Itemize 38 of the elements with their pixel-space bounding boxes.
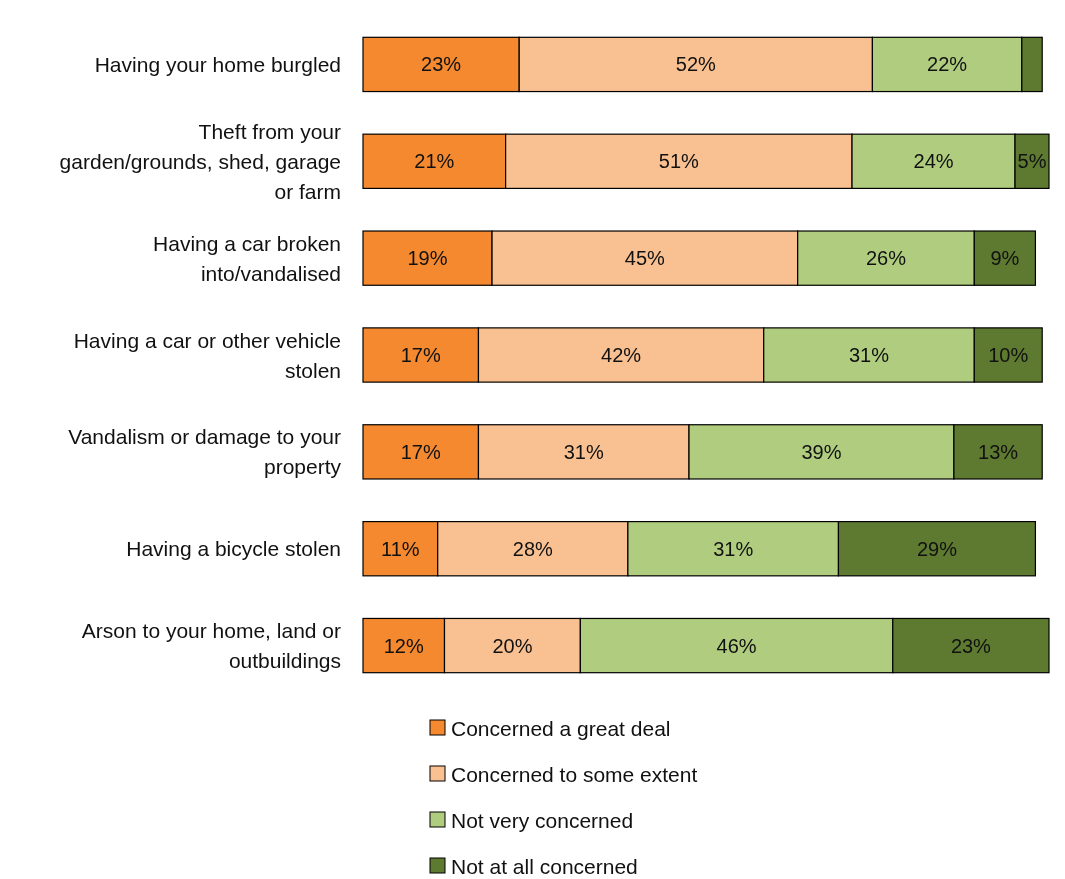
data-label: 22% [927, 53, 968, 76]
data-label: 31% [713, 537, 754, 560]
data-label: 29% [916, 537, 958, 560]
data-label: 26% [865, 247, 907, 270]
data-label: 17% [400, 440, 441, 463]
data-label: 21% [414, 150, 455, 173]
data-label: 10% [988, 344, 1029, 366]
y-tick-label: Theft from your garden/grounds, shed, garage or farm [59, 119, 341, 203]
data-label: 20% [492, 634, 533, 657]
legend-label: Not at all concerned [451, 854, 638, 878]
data-label: 31% [563, 440, 604, 463]
y-tick-label: Having a bicycle stolen [126, 537, 341, 561]
data-label: 31% [848, 344, 890, 366]
data-label: 24% [913, 150, 954, 173]
data-label: 23% [421, 53, 462, 76]
data-label: 23% [950, 634, 992, 657]
data-label: 17% [400, 344, 441, 366]
data-label: 28% [512, 537, 554, 560]
data-label: 42% [601, 344, 642, 366]
data-label: 19% [407, 247, 448, 270]
data-label: 51% [658, 150, 700, 173]
data-label: 12% [383, 634, 424, 657]
y-tick-label: Arson to your home, land or outbuildings [81, 619, 341, 673]
data-label: 13% [978, 440, 1019, 463]
data-label: 5% [1017, 150, 1047, 173]
legend-label: Not very concerned [451, 808, 634, 832]
data-label: 45% [624, 247, 666, 270]
data-label: 11% [381, 537, 420, 560]
data-label: 52% [675, 53, 717, 76]
y-tick-label: Having your home burgled [94, 52, 341, 76]
y-tick-label: Having a car broken into/vandalised [153, 231, 341, 285]
data-label: 39% [801, 440, 842, 463]
y-tick-label: Vandalism or damage to your property [68, 425, 342, 479]
legend-label: Concerned a great deal [451, 716, 671, 740]
legend-label: Concerned to some extent [451, 762, 698, 786]
data-label: 9% [990, 247, 1020, 270]
data-label: 46% [716, 634, 757, 657]
y-tick-label: Having a car or other vehicle stolen [73, 328, 341, 382]
